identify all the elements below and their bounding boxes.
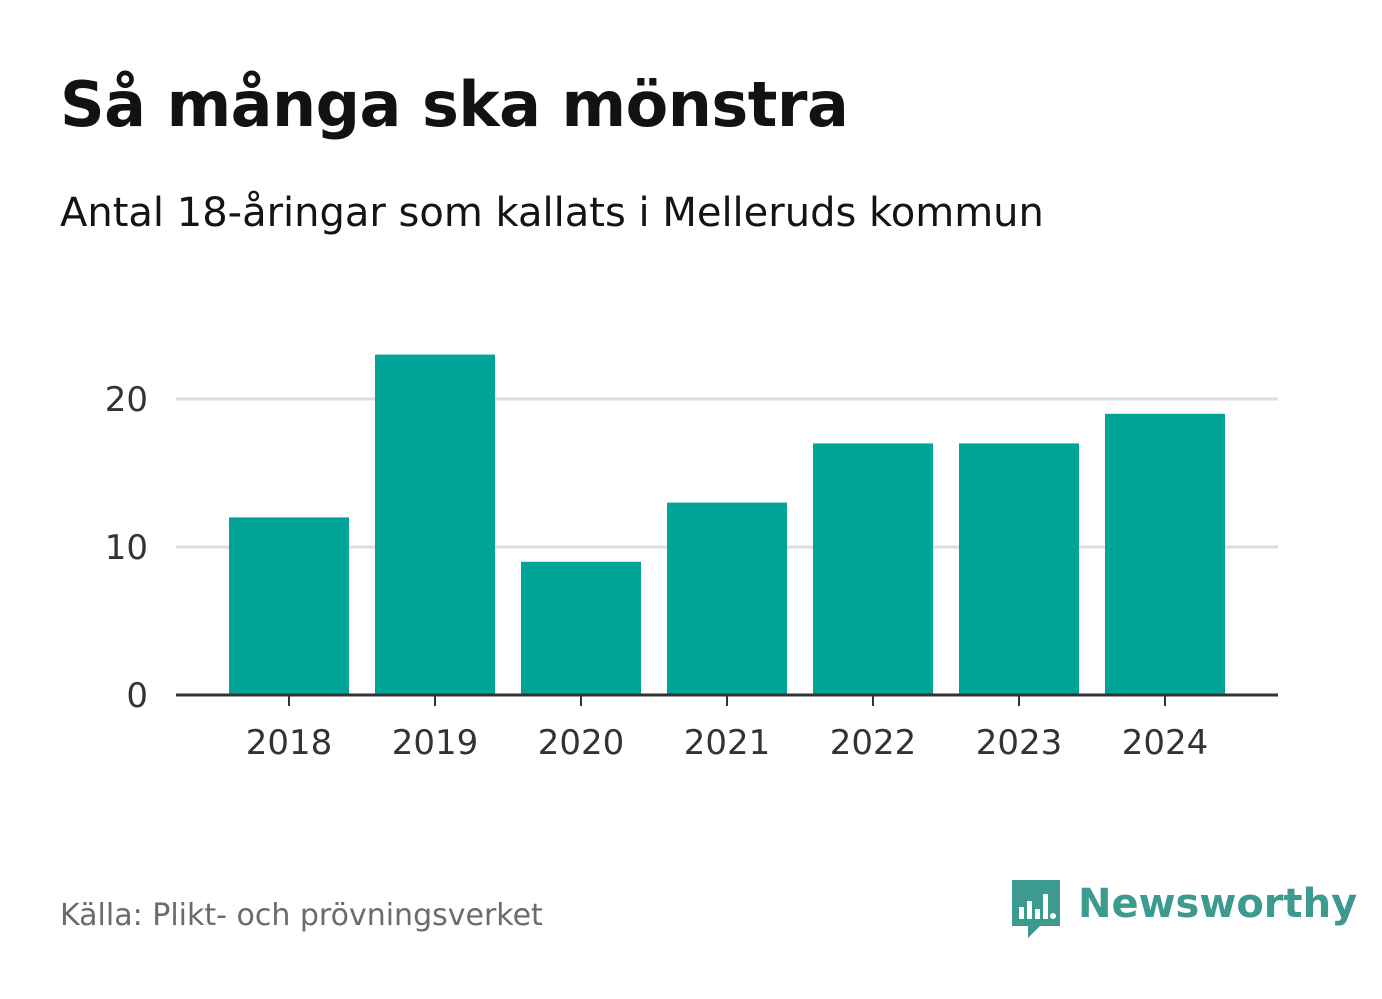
y-tick-label: 20 [105, 380, 148, 420]
bar-2018 [229, 517, 349, 695]
x-tick-label: 2020 [538, 723, 625, 763]
x-tick-label: 2021 [684, 723, 771, 763]
bar-2022 [813, 443, 933, 695]
bar-2019 [375, 354, 495, 695]
brand: Newsworthy [1010, 878, 1357, 942]
bar-2023 [959, 443, 1079, 695]
bars [229, 354, 1225, 695]
x-tick-labels: 2018 2019 2020 2021 2022 2023 2024 [246, 723, 1209, 763]
brand-name: Newsworthy [1078, 881, 1358, 927]
bar-2020 [521, 561, 641, 695]
x-tick-label: 2023 [976, 723, 1063, 763]
bar-2021 [667, 502, 787, 695]
x-tick-label: 2018 [246, 723, 333, 763]
newsworthy-logo-icon [1012, 880, 1060, 938]
x-tick-label: 2022 [830, 723, 917, 763]
bar-2024 [1105, 413, 1225, 695]
chart-subtitle: Antal 18-åringar som kallats i Melleruds… [60, 190, 1044, 236]
y-tick-label: 0 [126, 676, 148, 716]
y-tick-labels: 0 10 20 [105, 380, 148, 716]
y-tick-label: 10 [105, 528, 148, 568]
source-note: Källa: Plikt- och prövningsverket [60, 898, 543, 933]
x-tick-label: 2019 [392, 723, 479, 763]
x-axis [176, 693, 1278, 706]
chart-title: Så många ska mönstra [60, 68, 849, 141]
x-tick-label: 2024 [1122, 723, 1209, 763]
